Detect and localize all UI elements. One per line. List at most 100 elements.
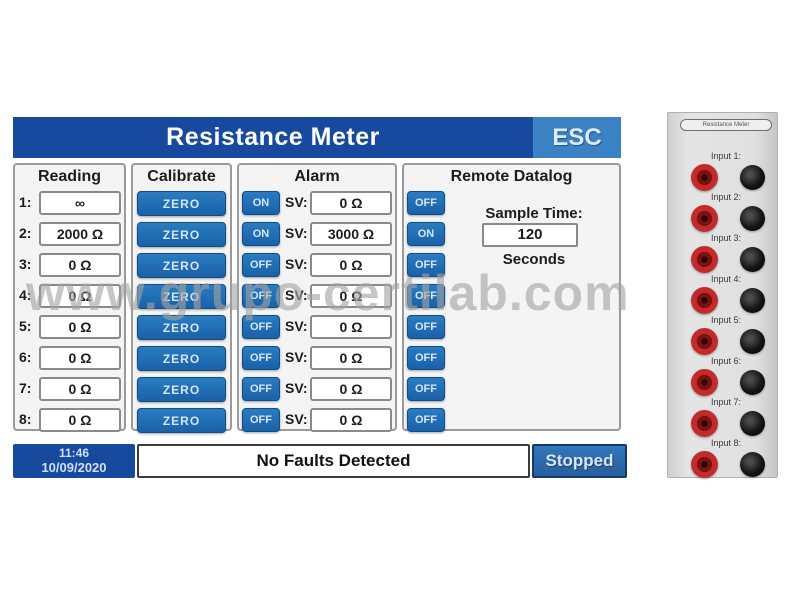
reading-header: Reading bbox=[37, 168, 102, 185]
black-jack-7 bbox=[740, 411, 765, 436]
red-jack-8 bbox=[691, 451, 718, 478]
row-index: 6: bbox=[19, 349, 32, 365]
title-bar: Resistance Meter ESC bbox=[13, 117, 621, 158]
sample-time-unit: Seconds bbox=[502, 251, 566, 268]
alarm-toggle-8[interactable]: OFF bbox=[242, 408, 280, 432]
alarm-row: ON SV: 3000 Ω bbox=[239, 220, 395, 251]
zero-button-2[interactable]: ZERO bbox=[137, 222, 226, 247]
row-index: 7: bbox=[19, 380, 32, 396]
remote-datalog-panel: Remote Datalog OFF ON OFF OFF OFF OFF OF… bbox=[402, 163, 621, 432]
reading-row: 1: ∞ bbox=[15, 189, 124, 220]
alarm-toggle-5[interactable]: OFF bbox=[242, 315, 280, 339]
alarm-toggle-6[interactable]: OFF bbox=[242, 346, 280, 370]
alarm-toggle-3[interactable]: OFF bbox=[242, 253, 280, 277]
calibrate-header: Calibrate bbox=[147, 168, 216, 185]
sv-label: SV: bbox=[285, 318, 308, 334]
reading-value-4: 0 Ω bbox=[39, 284, 121, 308]
black-jack-8 bbox=[740, 452, 765, 477]
row-index: 4: bbox=[19, 287, 32, 303]
input-group-8: Input 8: bbox=[668, 438, 777, 479]
black-jack-1 bbox=[740, 165, 765, 190]
esc-button[interactable]: ESC bbox=[533, 117, 621, 158]
red-jack-2 bbox=[691, 205, 718, 232]
sv-label: SV: bbox=[285, 225, 308, 241]
zero-button-8[interactable]: ZERO bbox=[137, 408, 226, 433]
red-jack-6 bbox=[691, 369, 718, 396]
input-label-6: Input 6: bbox=[710, 356, 742, 366]
alarm-toggle-4[interactable]: OFF bbox=[242, 284, 280, 308]
datetime-display: 11:46 10/09/2020 bbox=[13, 444, 135, 478]
black-jack-3 bbox=[740, 247, 765, 272]
reading-row: 4: 0 Ω bbox=[15, 282, 124, 313]
input-group-4: Input 4: bbox=[668, 274, 777, 315]
zero-button-4[interactable]: ZERO bbox=[137, 284, 226, 309]
calibrate-row: ZERO bbox=[133, 375, 230, 406]
sv-label: SV: bbox=[285, 256, 308, 272]
zero-button-1[interactable]: ZERO bbox=[137, 191, 226, 216]
alarm-setpoint-5[interactable]: 0 Ω bbox=[310, 315, 392, 339]
input-label-7: Input 7: bbox=[710, 397, 742, 407]
alarm-setpoint-8[interactable]: 0 Ω bbox=[310, 408, 392, 432]
device-front-panel: Resistance Meter Input 1: Input 2: Input… bbox=[667, 112, 778, 478]
input-group-5: Input 5: bbox=[668, 315, 777, 356]
input-group-1: Input 1: bbox=[668, 151, 777, 192]
black-jack-6 bbox=[740, 370, 765, 395]
red-jack-4 bbox=[691, 287, 718, 314]
datalog-toggle-4[interactable]: OFF bbox=[407, 284, 445, 308]
calibrate-panel: Calibrate ZERO ZERO ZERO ZERO ZERO ZERO … bbox=[131, 163, 232, 433]
reading-value-5: 0 Ω bbox=[39, 315, 121, 339]
input-label-1: Input 1: bbox=[710, 151, 742, 161]
alarm-toggle-1[interactable]: ON bbox=[242, 191, 280, 215]
zero-button-6[interactable]: ZERO bbox=[137, 346, 226, 371]
sample-time-input[interactable]: 120 bbox=[482, 223, 578, 247]
red-jack-1 bbox=[691, 164, 718, 191]
row-index: 3: bbox=[19, 256, 32, 272]
datalog-toggle-2[interactable]: ON bbox=[407, 222, 445, 246]
reading-value-6: 0 Ω bbox=[39, 346, 121, 370]
alarm-setpoint-1[interactable]: 0 Ω bbox=[310, 191, 392, 215]
alarm-setpoint-7[interactable]: 0 Ω bbox=[310, 377, 392, 401]
alarm-toggle-2[interactable]: ON bbox=[242, 222, 280, 246]
calibrate-row: ZERO bbox=[133, 406, 230, 437]
alarm-setpoint-6[interactable]: 0 Ω bbox=[310, 346, 392, 370]
alarm-setpoint-2[interactable]: 3000 Ω bbox=[310, 222, 392, 246]
row-index: 1: bbox=[19, 194, 32, 210]
datalog-toggle-5[interactable]: OFF bbox=[407, 315, 445, 339]
zero-button-5[interactable]: ZERO bbox=[137, 315, 226, 340]
input-label-4: Input 4: bbox=[710, 274, 742, 284]
alarm-setpoint-4[interactable]: 0 Ω bbox=[310, 284, 392, 308]
alarm-row: OFF SV: 0 Ω bbox=[239, 282, 395, 313]
datalog-toggle-3[interactable]: OFF bbox=[407, 253, 445, 277]
red-jack-7 bbox=[691, 410, 718, 437]
reading-value-1: ∞ bbox=[39, 191, 121, 215]
datalog-row: OFF bbox=[404, 251, 619, 282]
black-jack-5 bbox=[740, 329, 765, 354]
alarm-setpoint-3[interactable]: 0 Ω bbox=[310, 253, 392, 277]
alarm-row: OFF SV: 0 Ω bbox=[239, 313, 395, 344]
sv-label: SV: bbox=[285, 349, 308, 365]
time-text: 11:46 bbox=[58, 446, 90, 460]
datalog-toggle-1[interactable]: OFF bbox=[407, 191, 445, 215]
reading-row: 6: 0 Ω bbox=[15, 344, 124, 375]
reading-value-2: 2000 Ω bbox=[39, 222, 121, 246]
input-label-5: Input 5: bbox=[710, 315, 742, 325]
row-index: 8: bbox=[19, 411, 32, 427]
calibrate-row: ZERO bbox=[133, 189, 230, 220]
zero-button-7[interactable]: ZERO bbox=[137, 377, 226, 402]
calibrate-row: ZERO bbox=[133, 251, 230, 282]
date-text: 10/09/2020 bbox=[41, 460, 107, 475]
alarm-toggle-7[interactable]: OFF bbox=[242, 377, 280, 401]
calibrate-row: ZERO bbox=[133, 220, 230, 251]
input-group-7: Input 7: bbox=[668, 397, 777, 438]
row-index: 2: bbox=[19, 225, 32, 241]
page-title: Resistance Meter bbox=[166, 123, 380, 151]
black-jack-2 bbox=[740, 206, 765, 231]
datalog-row: OFF bbox=[404, 344, 619, 375]
reading-panel: Reading 1: ∞ 2: 2000 Ω 3: 0 Ω 4: 0 Ω 5: 0 Ω 6… bbox=[13, 163, 126, 432]
datalog-toggle-8[interactable]: OFF bbox=[407, 408, 445, 432]
datalog-toggle-6[interactable]: OFF bbox=[407, 346, 445, 370]
alarm-row: OFF SV: 0 Ω bbox=[239, 251, 395, 282]
datalog-toggle-7[interactable]: OFF bbox=[407, 377, 445, 401]
zero-button-3[interactable]: ZERO bbox=[137, 253, 226, 278]
alarm-row: OFF SV: 0 Ω bbox=[239, 344, 395, 375]
